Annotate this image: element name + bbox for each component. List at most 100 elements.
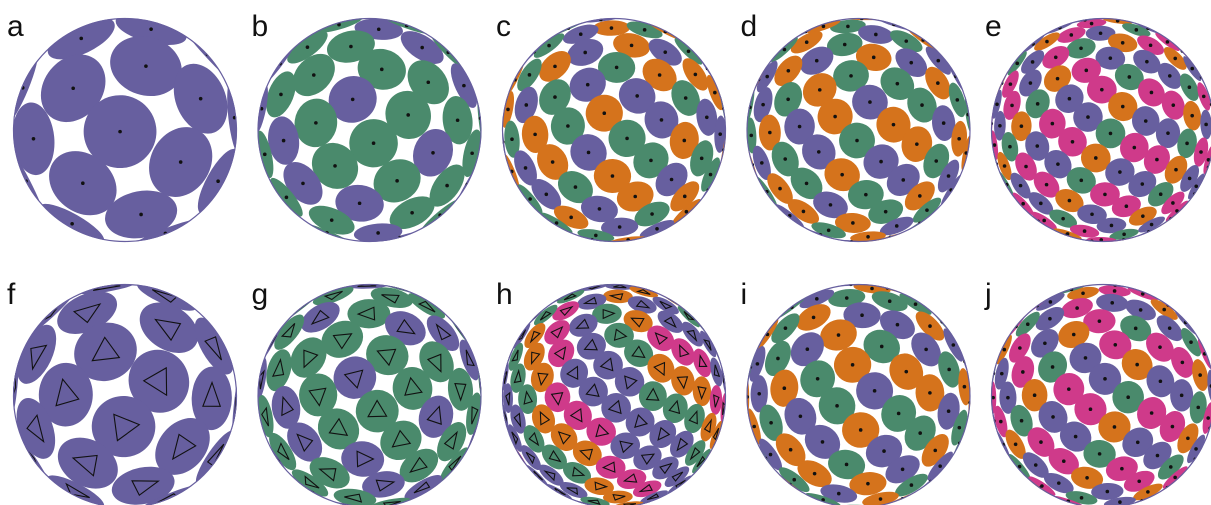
center-dot [349,44,353,49]
disk [17,324,57,384]
triangle [697,386,707,401]
center-dot [805,347,810,352]
center-dot [895,81,900,86]
center-dot [1158,345,1162,349]
center-dot [1071,332,1076,337]
center-dot [1132,145,1137,150]
disk [380,420,422,461]
panel-label: f [7,278,16,311]
center-dot [1018,346,1022,350]
center-dot [683,96,688,100]
center-dot [816,150,821,154]
triangle [426,353,442,373]
center-dot [1113,343,1118,347]
triangle [659,462,673,475]
center-dot [1050,121,1055,126]
disk [552,301,580,321]
center-dot [1180,360,1185,365]
triangle [635,289,651,295]
center-dot [1040,484,1044,488]
triangle [646,493,660,501]
center-dot [642,28,647,32]
triangle [554,487,566,496]
panel-label: h [496,278,513,311]
center-dot [1145,59,1149,64]
center-dot [1075,306,1079,310]
triangle [356,306,376,321]
disk [418,395,454,438]
disk [662,393,688,424]
triangle [537,372,549,387]
center-dot [1086,115,1090,119]
center-dot [1021,201,1025,206]
sphere-outline [257,17,482,243]
triangle [308,387,327,407]
center-dot [904,369,909,374]
triangle [676,437,689,452]
triangle [303,349,319,369]
center-dot [920,103,924,107]
disk [610,432,641,460]
triangle [608,293,624,301]
triangle [585,383,600,397]
center-dot [1158,379,1163,384]
center-dot [1170,424,1175,429]
center-dot [817,88,822,92]
triangle [595,423,610,438]
center-dot [752,424,757,429]
triangle [448,455,462,472]
disk [333,488,377,505]
center-dot [797,124,802,129]
center-dot [585,82,590,87]
center-dot [868,100,872,104]
disk [592,303,622,324]
disk [595,455,626,479]
triangle [409,456,428,473]
center-dot [924,347,928,352]
center-dot [782,386,787,391]
disk [692,448,711,474]
disk [604,322,634,348]
center-dot [1021,370,1025,374]
center-dot [918,194,922,198]
disk [345,284,389,289]
disk [584,477,614,496]
center-dot [1030,60,1035,64]
center-dot [1201,94,1206,99]
center-dot [1167,74,1172,78]
center-dot [891,122,896,127]
disk [560,358,589,388]
center-dot [855,138,859,143]
center-dot [783,326,788,330]
center-dot [895,322,900,327]
center-dot [329,218,334,222]
triangle [587,499,601,505]
disk [647,325,675,352]
center-dot [833,114,837,119]
disk [692,376,712,407]
triangle [613,284,627,289]
triangle [599,357,614,372]
disk [437,421,467,462]
triangle [579,448,594,461]
center-dot [1118,170,1122,174]
center-dot [1204,122,1208,127]
triangle [563,293,578,301]
triangle [630,317,645,328]
center-dot [804,181,809,186]
center-dot [882,449,886,453]
triangle [151,289,178,303]
triangle [703,339,712,351]
center-dot [426,80,431,85]
center-dot [998,123,1002,128]
center-dot [544,192,549,197]
center-dot [1008,82,1013,86]
triangle [310,309,330,325]
disk [312,286,354,306]
center-dot [928,391,932,395]
center-dot [941,121,946,125]
disk [576,332,606,360]
disk [439,447,469,482]
center-dot [821,24,826,29]
center-dot [1067,387,1071,391]
